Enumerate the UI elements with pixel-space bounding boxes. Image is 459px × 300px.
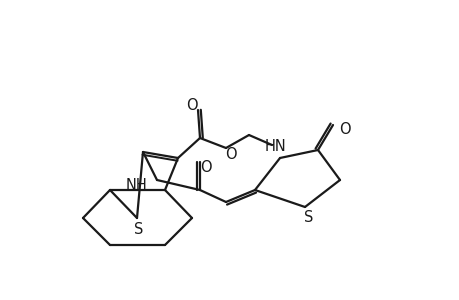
Text: O: O — [186, 98, 197, 112]
Text: S: S — [134, 223, 143, 238]
Text: NH: NH — [125, 178, 147, 194]
Text: O: O — [225, 146, 236, 161]
Text: O: O — [200, 160, 211, 175]
Text: S: S — [304, 209, 313, 224]
Text: O: O — [338, 122, 350, 136]
Text: HN: HN — [264, 139, 286, 154]
